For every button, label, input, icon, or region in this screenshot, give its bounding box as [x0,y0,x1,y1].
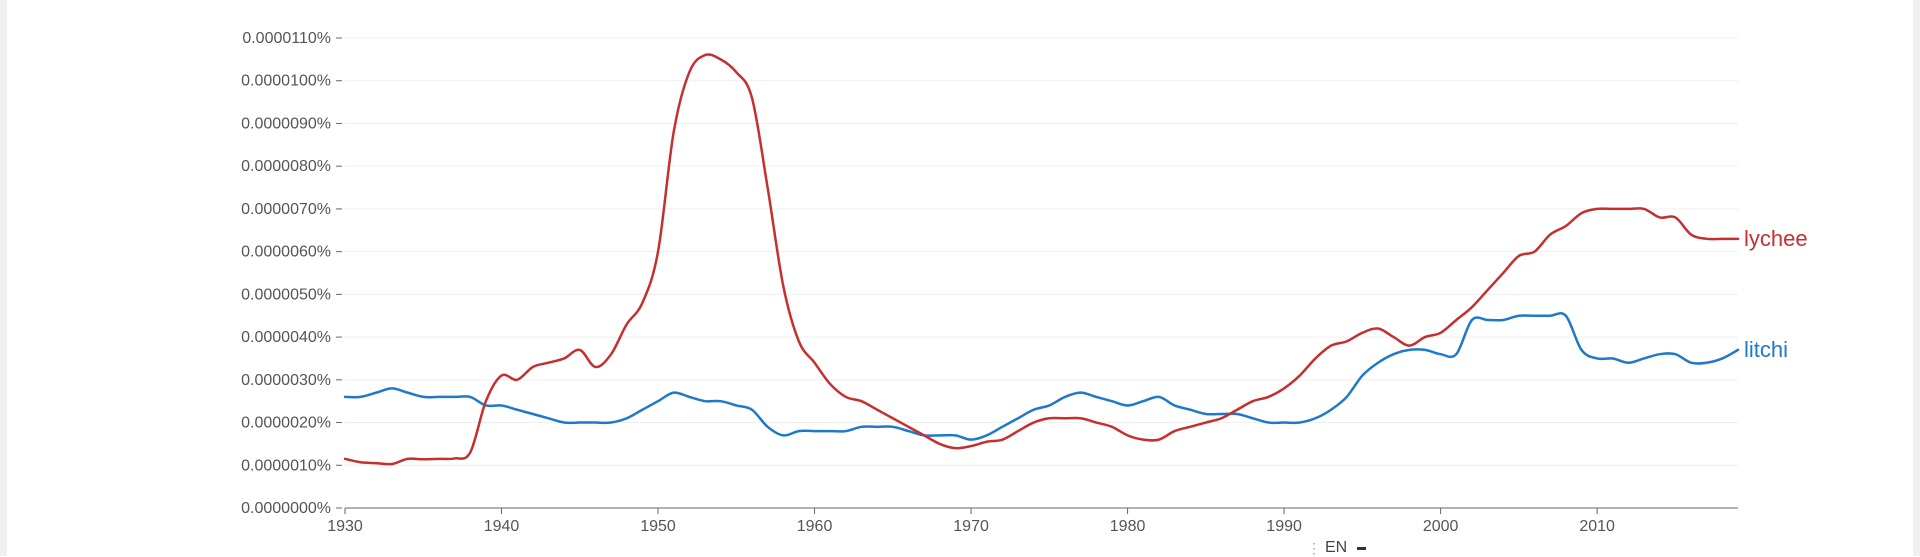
line-chart: 0.0000000% 0.0000010% 0.0000020% 0.0000030%… [241,30,1808,535]
caret-down-icon [1357,546,1367,550]
x-tick-label: 1980 [1110,518,1146,535]
x-tick-label: 1940 [484,518,520,535]
y-tick-label: 0.0000050% [241,286,331,303]
x-tick-label: 1950 [640,518,676,535]
drag-handle-icon[interactable]: ⋮ [1307,539,1321,556]
series-line-lychee[interactable] [343,53,1740,466]
y-tick-label: 0.0000000% [241,500,331,517]
y-tick-label: 0.0000100% [241,73,331,90]
y-tick-label: 0.0000110% [242,30,331,47]
axes: 0.0000000% 0.0000010% 0.0000020% 0.0000030%… [241,30,1738,535]
x-tick-label: 1990 [1266,518,1302,535]
corpus-selector[interactable]: ⋮ EN [1307,539,1367,556]
series-label-litchi[interactable]: litchi [1744,337,1788,362]
y-tick-label: 0.0000070% [241,201,331,218]
y-tick-label: 0.0000010% [241,457,331,474]
corpus-label: EN [1325,539,1348,556]
y-tick-label: 0.0000090% [241,115,331,132]
y-tick-label: 0.0000040% [241,329,331,346]
y-tick-label: 0.0000020% [241,415,331,432]
x-tick-label: 2010 [1579,518,1615,535]
series-label-lychee[interactable]: lychee [1744,226,1808,251]
x-tick-label: 2000 [1423,518,1459,535]
series-labels: lychee litchi [1744,226,1808,362]
y-tick-label: 0.0000060% [241,244,331,261]
x-tick-label: 1930 [327,518,363,535]
x-tick-label: 1960 [797,518,833,535]
series-line-litchi[interactable] [343,311,1740,441]
y-tick-label: 0.0000030% [241,372,331,389]
series-lines [343,53,1740,466]
grid [345,37,1738,466]
y-tick-label: 0.0000080% [241,158,331,175]
x-tick-label: 1970 [953,518,989,535]
